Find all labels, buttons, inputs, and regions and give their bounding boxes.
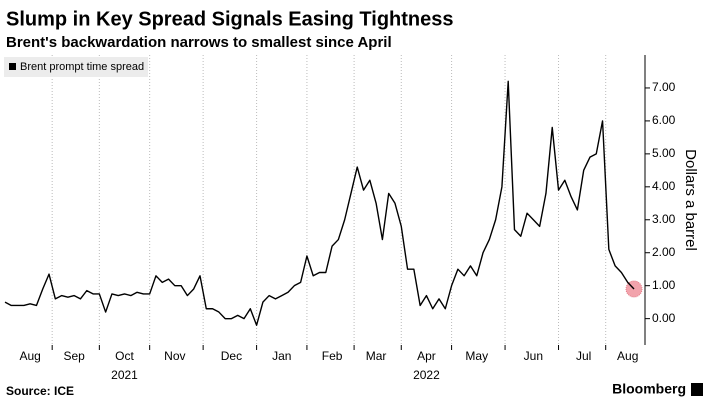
x-tick-label: Mar (366, 349, 387, 363)
x-tick-label: Aug (19, 349, 40, 363)
x-tick-label: Aug (617, 349, 638, 363)
x-tick-label: May (465, 349, 488, 363)
source: Source: ICE (6, 384, 74, 398)
y-axis-label: Dollars a barrel (682, 149, 699, 251)
legend-box (4, 57, 148, 77)
legend-swatch (9, 63, 16, 70)
x-tick-label: Dec (221, 349, 242, 363)
x-tick-label: Jan (272, 349, 291, 363)
x-tick-label: Jun (524, 349, 543, 363)
series-line (4, 80, 635, 326)
x-tick-label: Oct (115, 349, 134, 363)
y-tick-label: 6.00 (652, 113, 676, 127)
x-tick-label: Feb (322, 349, 343, 363)
y-tick-label: 2.00 (652, 245, 676, 259)
x-tick-label: Jul (576, 349, 591, 363)
x-tick-label: Nov (164, 349, 185, 363)
x-tick-label: Apr (417, 349, 436, 363)
legend-label: Brent prompt time spread (20, 61, 144, 73)
year-label: 2021 (111, 368, 138, 382)
chart-subtitle: Brent's backwardation narrows to smalles… (6, 34, 392, 51)
y-tick-label: 0.00 (652, 311, 676, 325)
brand-icon (691, 383, 703, 396)
y-tick-label: 3.00 (652, 212, 676, 226)
year-label: 2022 (413, 368, 440, 382)
chart-title: Slump in Key Spread Signals Easing Tight… (6, 8, 454, 30)
y-tick-label: 1.00 (652, 278, 676, 292)
brand: Bloomberg (612, 381, 686, 397)
y-tick-label: 4.00 (652, 179, 676, 193)
x-tick-label: Sep (64, 349, 86, 363)
y-tick-label: 5.00 (652, 146, 676, 160)
y-tick-label: 7.00 (652, 80, 676, 94)
